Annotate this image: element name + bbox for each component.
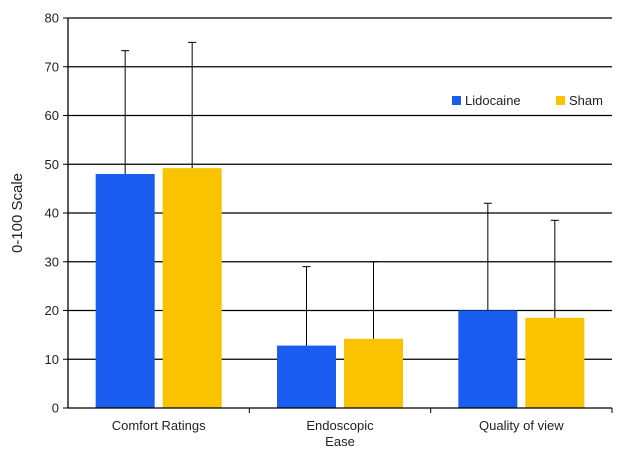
x-category-label: Endoscopic (306, 418, 374, 433)
legend: Lidocaine Sham (452, 93, 603, 108)
y-tick-labels: 0 10 20 30 40 50 60 70 80 (45, 11, 59, 416)
y-tick-label: 70 (45, 59, 59, 74)
x-category-label: Quality of view (479, 418, 564, 433)
gridlines (68, 17, 612, 360)
y-tick-label: 80 (45, 11, 59, 26)
legend-label: Lidocaine (465, 93, 521, 108)
y-axis-label: 0-100 Scale (9, 173, 26, 253)
y-tick-label: 30 (45, 254, 59, 269)
y-tick-label: 10 (45, 352, 59, 367)
bar-sham-1 (344, 338, 403, 408)
y-tick-label: 50 (45, 157, 59, 172)
legend-swatch-sham (556, 96, 565, 105)
bar-sham-2 (525, 317, 585, 408)
bars (95, 168, 585, 408)
y-tick-label: 60 (45, 108, 59, 123)
y-tick-label: 40 (45, 206, 59, 221)
y-tick-label: 0 (52, 401, 59, 416)
x-category-label: Ease (325, 434, 355, 449)
bar-lidocaine-2 (458, 310, 518, 408)
error-bars (121, 41, 559, 346)
legend-swatch-lidocaine (452, 96, 461, 105)
y-tick-label: 20 (45, 303, 59, 318)
legend-label: Sham (569, 93, 603, 108)
bar-lidocaine-0 (95, 174, 155, 408)
bar-sham-0 (162, 168, 222, 408)
bar-lidocaine-1 (277, 345, 336, 408)
x-category-label: Comfort Ratings (112, 418, 206, 433)
axes (63, 17, 613, 413)
